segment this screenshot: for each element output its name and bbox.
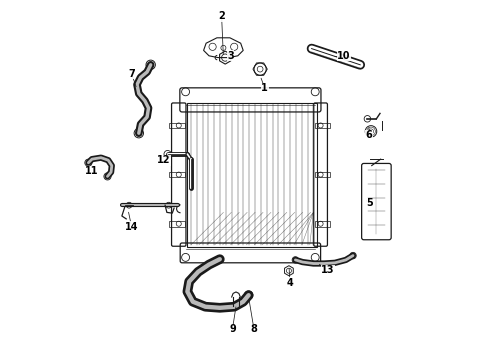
Text: 12: 12 [157,155,171,165]
Text: 3: 3 [227,51,234,61]
Text: 2: 2 [218,11,225,21]
Text: 14: 14 [125,222,138,232]
Text: 6: 6 [366,130,372,140]
Text: 10: 10 [337,51,351,61]
Text: 11: 11 [85,166,99,176]
Text: 5: 5 [366,198,372,208]
Text: 8: 8 [250,324,257,334]
Text: 13: 13 [321,265,335,275]
Text: 4: 4 [287,278,294,288]
Text: 9: 9 [229,324,236,334]
Bar [187,103,317,247]
Text: 1: 1 [262,83,268,93]
Text: 7: 7 [128,69,135,79]
